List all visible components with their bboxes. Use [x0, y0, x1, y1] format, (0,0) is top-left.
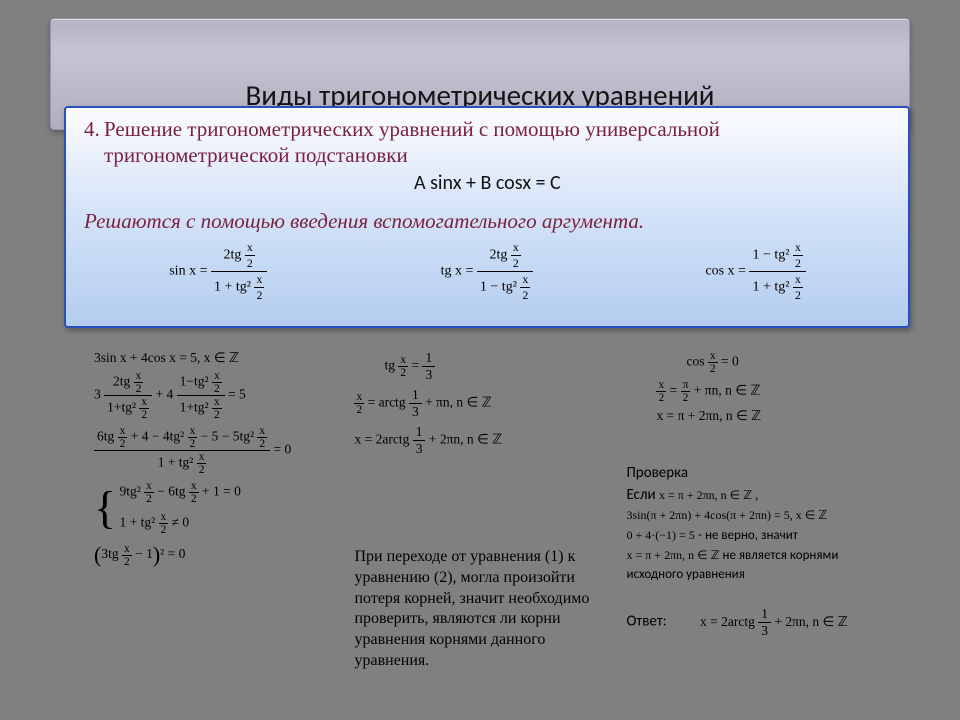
work-col-2: tg x2 = 13 x2 = arctg 13 + πn, n ∈ ℤ x =…: [346, 338, 618, 710]
eq-initial: 3sin x + 4cos x = 5, x ∈ ℤ: [94, 350, 338, 366]
x-solution: x = 2arctg 13 + 2πn, n ∈ ℤ: [354, 424, 614, 457]
info-line-1: 4.Решение тригонометрических уравнений с…: [84, 116, 890, 142]
eq-bigfrac: 6tg x2 + 4 − 4tg² x2 − 5 − 5tg² x2 1 + t…: [94, 425, 338, 476]
if-row: Если x = π + 2πn, n ∈ ℤ ,: [626, 486, 902, 504]
substitution-row: sin x = 2tg x2 1 + tg² x2 tg x = 2tg x2 …: [84, 240, 890, 303]
eq-system: { 9tg² x2 − 6tg x2 + 1 = 0 1 + tg² x2 ≠ …: [94, 480, 338, 536]
info-box: 4.Решение тригонометрических уравнений с…: [64, 106, 910, 328]
eq-expanded: 3 2tg x2 1+tg² x2 + 4 1−tg² x2 1+tg² x2 …: [94, 370, 338, 421]
check-eval: 0 + 4·(−1) = 5 - не верно, значит: [626, 527, 902, 543]
work-col-3: cos x2 = 0 x2 = π2 + πn, n ∈ ℤ x = π + 2…: [618, 338, 910, 710]
half-x: x2 = arctg 13 + πn, n ∈ ℤ: [354, 387, 614, 420]
tg-value: tg x2 = 13: [384, 350, 614, 383]
info-line-2: тригонометрической подстановки: [104, 142, 890, 168]
work-col-1: 3sin x + 4cos x = 5, x ∈ ℤ 3 2tg x2 1+tg…: [64, 338, 346, 710]
x-pi: x = π + 2πn, n ∈ ℤ: [656, 408, 902, 424]
answer-row: Ответ: x = 2arctg 13 + 2πn, n ∈ ℤ: [626, 606, 902, 639]
generic-equation: A sinx + B cosx = C: [414, 171, 890, 195]
eq-factored: (3tg x2 − 1)² = 0: [94, 542, 338, 568]
half-pi: x2 = π2 + πn, n ∈ ℤ: [656, 379, 902, 404]
reject-row: x = π + 2πn, n ∈ ℤ не является корнями: [626, 547, 902, 563]
reject-text-2: исходного уравнения: [626, 567, 902, 582]
cos-half-zero: cos x2 = 0: [686, 350, 902, 375]
item-number: 4.: [84, 116, 104, 142]
work-area: 3sin x + 4cos x = 5, x ∈ ℤ 3 2tg x2 1+tg…: [64, 338, 910, 710]
subst-sin: sin x = 2tg x2 1 + tg² x2: [89, 240, 347, 303]
check-subst: 3sin(π + 2πn) + 4cos(π + 2πn) = 5, x ∈ ℤ: [626, 508, 902, 523]
subst-cos: cos x = 1 − tg² x2 1 + tg² x2: [627, 240, 885, 303]
subst-tg: tg x = 2tg x2 1 − tg² x2: [358, 240, 616, 303]
transition-note: При переходе от уравнения (1) к уравнени…: [354, 547, 614, 672]
check-label: Проверка: [626, 464, 902, 482]
info-hint: Решаются с помощью введения вспомогатель…: [84, 209, 890, 234]
